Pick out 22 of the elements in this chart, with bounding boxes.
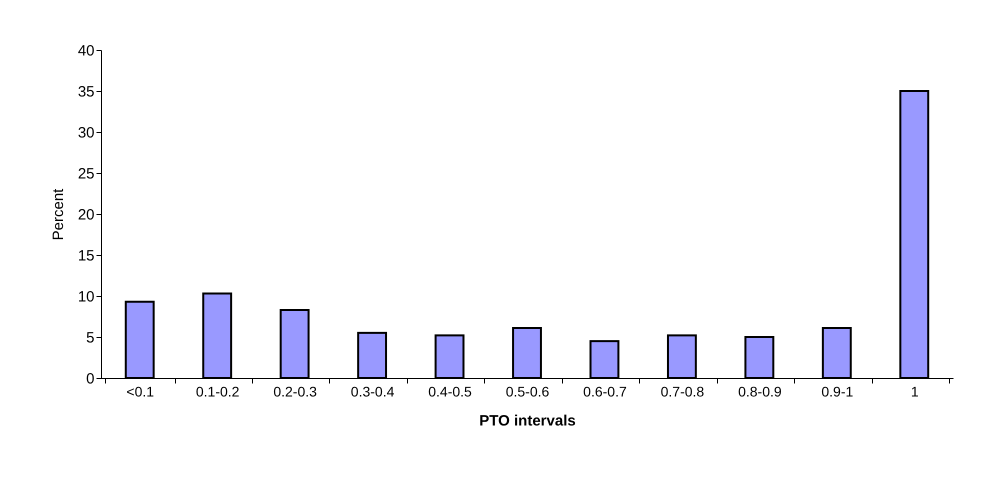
x-tick-label: 0.9-1 [821,384,854,400]
y-tick-label: 35 [78,84,94,100]
x-tick-label: <0.1 [126,384,154,400]
x-tick-label: 0.3-0.4 [350,384,395,400]
x-tick-label: 1 [910,384,919,400]
x-tick-label: 0.1-0.2 [196,384,240,400]
x-tick-label: 0.6-0.7 [583,384,627,400]
y-tick-label: 40 [78,42,94,60]
y-tick-label: 30 [78,124,94,142]
x-tick-label: 0.5-0.6 [506,384,550,400]
x-tick-label: 0.7-0.8 [660,384,704,400]
y-tick-label: 5 [86,330,94,346]
y-tick-label: 0 [86,370,94,388]
y-tick-label: 15 [78,248,94,264]
y-axis-title: Percent [50,188,67,240]
y-tick-label: 20 [78,206,94,224]
x-tick-label: 0.4-0.5 [428,384,472,400]
x-tick-label: 0.2-0.3 [273,384,318,400]
x-axis-title: PTO intervals [479,412,576,430]
y-tick-label: 25 [78,166,94,182]
x-tick-label: 0.8-0.9 [738,384,782,400]
y-tick-label: 10 [78,288,94,306]
